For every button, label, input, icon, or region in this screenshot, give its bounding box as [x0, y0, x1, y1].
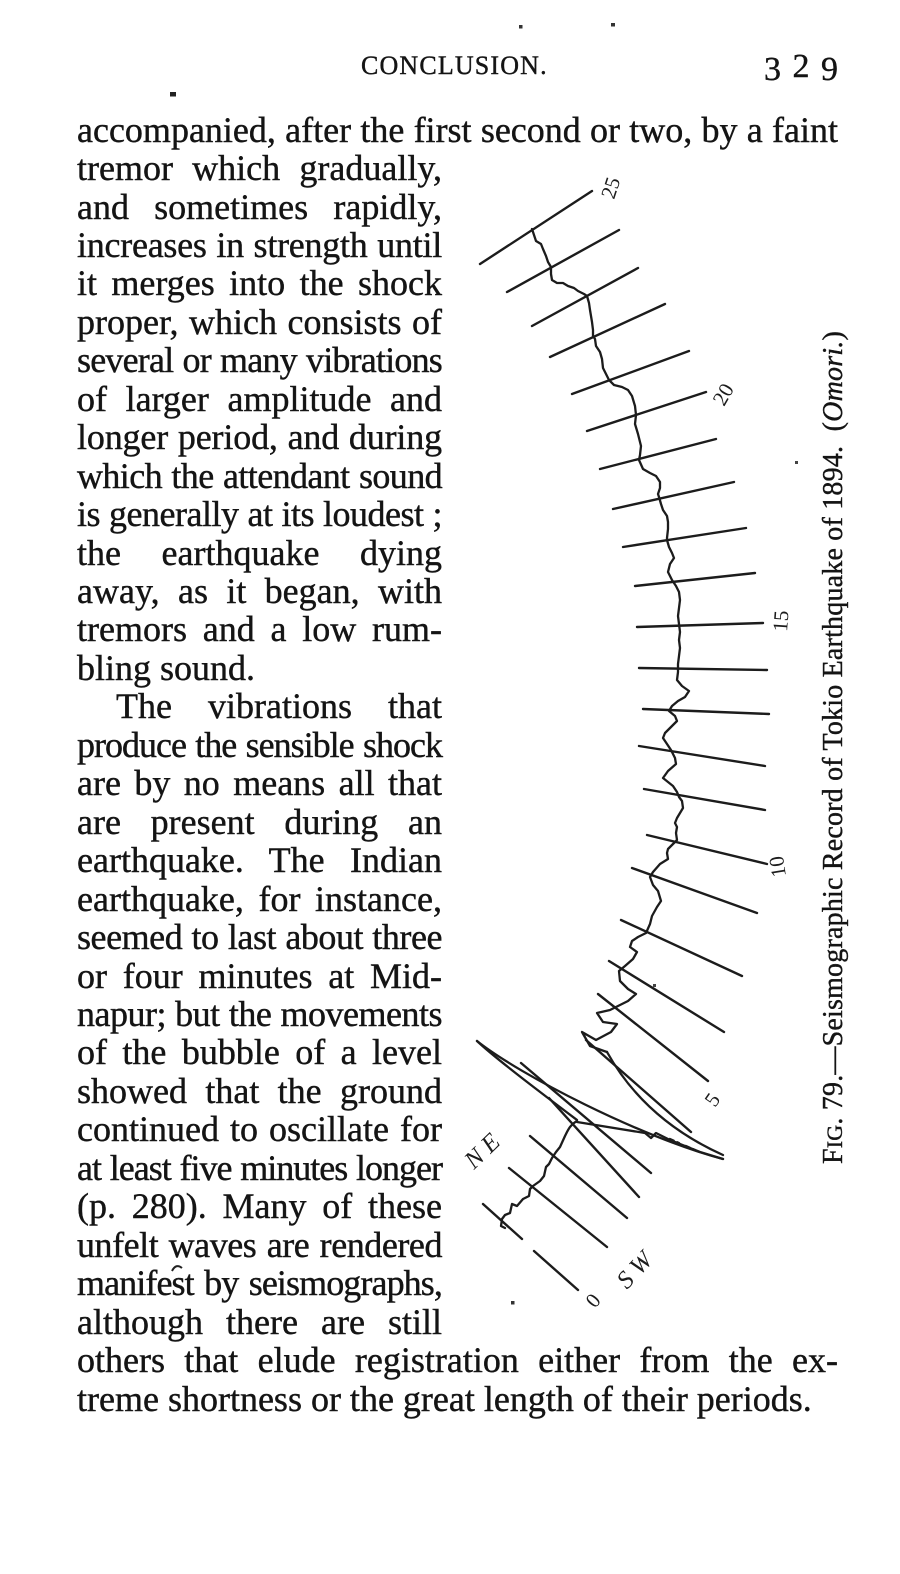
- svg-text:N E: N E: [459, 1128, 506, 1175]
- svg-text:20: 20: [708, 379, 739, 409]
- svg-text:0: 0: [580, 1289, 605, 1312]
- svg-text:15: 15: [768, 610, 793, 633]
- svg-text:25: 25: [596, 174, 625, 201]
- svg-text:10: 10: [764, 854, 791, 878]
- svg-text:5: 5: [699, 1089, 725, 1111]
- svg-text:S W: S W: [612, 1245, 660, 1294]
